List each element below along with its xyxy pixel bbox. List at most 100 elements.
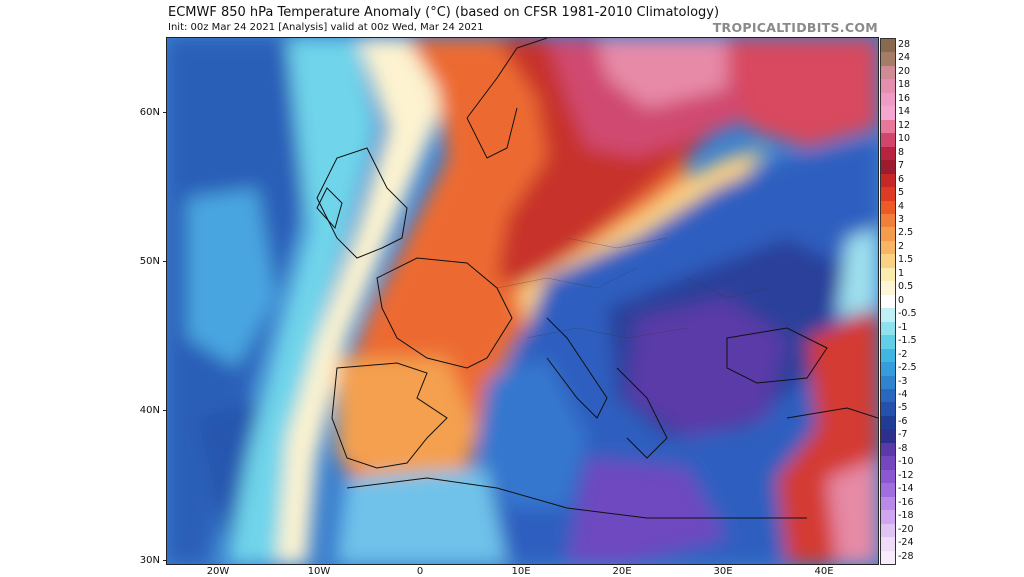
colorbar-segment — [881, 267, 895, 282]
map-title: ECMWF 850 hPa Temperature Anomaly (°C) (… — [168, 5, 720, 20]
colorbar-label: -12 — [898, 469, 914, 481]
colorbar-segment — [881, 294, 895, 309]
colorbar-label: -1.5 — [898, 335, 917, 347]
colorbar-label: 16 — [898, 92, 911, 104]
colorbar-label: -0.5 — [898, 308, 917, 320]
colorbar-segment — [881, 402, 895, 417]
colorbar-segment — [881, 146, 895, 161]
colorbar-label: 3 — [898, 214, 905, 225]
colorbar-segment — [881, 496, 895, 511]
colorbar-label: 20 — [898, 65, 911, 77]
colorbar — [880, 38, 896, 565]
colorbar-label: -4 — [898, 389, 908, 400]
colorbar-label: 6 — [898, 173, 905, 185]
colorbar-segment — [881, 510, 895, 525]
colorbar-segment — [881, 52, 895, 67]
british-isles — [316, 147, 408, 259]
lat-label-50n: 50N — [139, 256, 160, 267]
colorbar-segment — [881, 389, 895, 403]
colorbar-segment — [881, 200, 895, 215]
colorbar-label: 2 — [898, 240, 905, 252]
lon-label-0: 0 — [416, 566, 424, 577]
colorbar-segment — [881, 375, 895, 390]
colorbar-segment — [881, 335, 895, 350]
colorbar-label: 4 — [898, 200, 905, 212]
north-africa — [346, 477, 807, 519]
colorbar-label: 8 — [898, 146, 905, 158]
colorbar-segment — [881, 442, 895, 457]
lat-label-30n: 30N — [139, 555, 160, 566]
colorbar-segment — [881, 308, 895, 323]
colorbar-segment — [881, 160, 895, 175]
anomaly-map-svg — [167, 38, 878, 564]
colorbar-segment — [881, 39, 895, 53]
lon-label-10w: 10W — [307, 566, 331, 577]
colorbar-segment — [881, 550, 895, 565]
colorbar-label: -14 — [898, 483, 914, 495]
map-subtitle: Init: 00z Mar 24 2021 [Analysis] valid a… — [168, 22, 484, 33]
lat-tick — [163, 261, 167, 262]
site-brand[interactable]: TROPICALTIDBITS.COM — [712, 20, 878, 35]
colorbar-segment — [881, 119, 895, 134]
lon-label-30e: 30E — [713, 566, 733, 577]
colorbar-label: 1 — [898, 267, 905, 279]
colorbar-label: -20 — [898, 523, 914, 535]
colorbar-label: -28 — [898, 550, 914, 562]
colorbar-segment — [881, 362, 895, 377]
colorbar-label: -24 — [898, 537, 914, 549]
colorbar-label: -10 — [898, 456, 914, 468]
colorbar-label: -6 — [898, 415, 908, 427]
lat-label-40n: 40N — [139, 405, 160, 416]
colorbar-label: -3 — [898, 375, 908, 387]
colorbar-label: 14 — [898, 106, 911, 118]
colorbar-label: 1.5 — [898, 254, 914, 266]
colorbar-label: 28 — [898, 39, 911, 50]
colorbar-segment — [881, 429, 895, 444]
lon-label-10e: 10E — [511, 566, 531, 577]
lon-label-40e: 40E — [814, 566, 834, 577]
anomaly-map[interactable] — [166, 37, 879, 565]
scandinavia — [466, 38, 548, 159]
colorbar-segment — [881, 187, 895, 202]
colorbar-segment — [881, 348, 895, 363]
colorbar-label: -5 — [898, 402, 908, 414]
colorbar-label: 2.5 — [898, 227, 914, 239]
colorbar-segment — [881, 173, 895, 188]
colorbar-label: -16 — [898, 496, 914, 508]
colorbar-segment — [881, 65, 895, 80]
anomaly-field — [167, 38, 878, 564]
lon-label-20e: 20E — [612, 566, 632, 577]
colorbar-label: 10 — [898, 133, 911, 145]
lat-tick — [163, 560, 167, 561]
iberia — [331, 362, 448, 469]
colorbar-segment — [881, 281, 895, 296]
france — [376, 257, 513, 369]
colorbar-label: -2 — [898, 348, 908, 360]
lat-label-60n: 60N — [139, 107, 160, 118]
italy — [546, 317, 608, 419]
lat-tick — [163, 112, 167, 113]
colorbar-segment — [881, 240, 895, 255]
colorbar-label: 0.5 — [898, 281, 914, 293]
colorbar-label: 0 — [898, 294, 905, 306]
colorbar-label: 24 — [898, 52, 911, 64]
colorbar-label: 7 — [898, 160, 905, 172]
balkans — [616, 367, 668, 459]
colorbar-segment — [881, 469, 895, 484]
colorbar-label: 5 — [898, 187, 905, 199]
coastlines — [316, 38, 878, 519]
colorbar-segment — [881, 415, 895, 430]
colorbar-label: -7 — [898, 429, 908, 441]
colorbar-label: -8 — [898, 442, 908, 454]
colorbar-segment — [881, 483, 895, 498]
colorbar-segment — [881, 133, 895, 148]
lat-tick — [163, 410, 167, 411]
middle-east — [786, 407, 878, 419]
colorbar-segment — [881, 79, 895, 94]
colorbar-label: -2.5 — [898, 362, 917, 374]
colorbar-label: 18 — [898, 79, 911, 91]
colorbar-label: -18 — [898, 510, 914, 522]
colorbar-segment — [881, 214, 895, 228]
colorbar-segment — [881, 254, 895, 269]
lon-label-20w: 20W — [206, 566, 230, 577]
